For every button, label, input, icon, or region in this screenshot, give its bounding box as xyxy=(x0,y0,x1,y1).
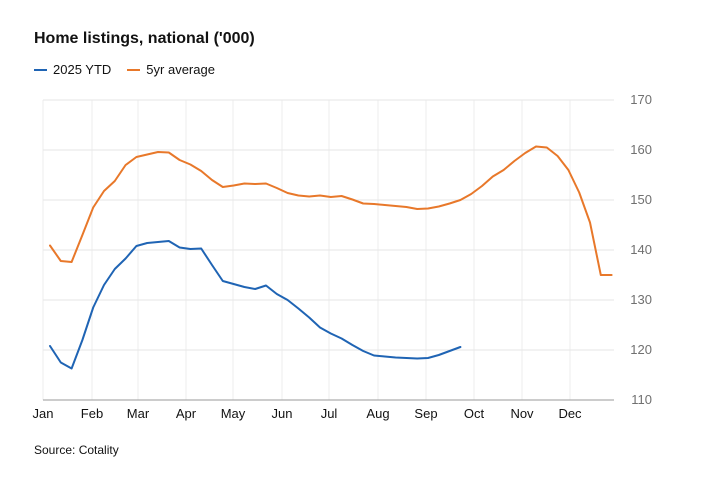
x-tick-label: Dec xyxy=(558,406,582,421)
x-tick-label: Mar xyxy=(127,406,150,421)
series-line-5yr-average xyxy=(49,145,613,276)
y-tick-label: 130 xyxy=(630,292,652,307)
legend-swatch-5yr-average xyxy=(127,68,141,71)
source-note: Source: Cotality xyxy=(34,443,119,457)
series-line-2025-ytd xyxy=(49,240,462,370)
x-tick-label: Feb xyxy=(81,406,103,421)
x-tick-label: Apr xyxy=(176,406,197,421)
legend-item-2025-ytd: 2025 YTD xyxy=(34,62,111,77)
x-tick-label: Sep xyxy=(414,406,437,421)
x-tick-label: Oct xyxy=(464,406,485,421)
legend: 2025 YTD 5yr average xyxy=(34,62,215,77)
y-tick-label: 110 xyxy=(631,392,652,407)
legend-item-5yr-average: 5yr average xyxy=(127,62,215,77)
legend-label-5yr-average: 5yr average xyxy=(146,62,215,77)
y-tick-label: 150 xyxy=(630,192,652,207)
x-tick-label: Jul xyxy=(321,406,338,421)
x-tick-label: May xyxy=(221,406,246,421)
x-tick-label: Nov xyxy=(510,406,534,421)
y-tick-label: 160 xyxy=(630,142,652,157)
y-tick-label: 120 xyxy=(630,342,652,357)
x-tick-label: Jun xyxy=(272,406,293,421)
legend-swatch-2025-ytd xyxy=(34,68,47,71)
chart-title: Home listings, national ('000) xyxy=(34,30,255,47)
y-tick-label: 140 xyxy=(630,242,652,257)
x-tick-label: Jan xyxy=(33,406,54,421)
legend-label-2025-ytd: 2025 YTD xyxy=(53,62,112,77)
x-tick-label: Aug xyxy=(366,406,389,421)
y-tick-label: 170 xyxy=(630,92,652,107)
